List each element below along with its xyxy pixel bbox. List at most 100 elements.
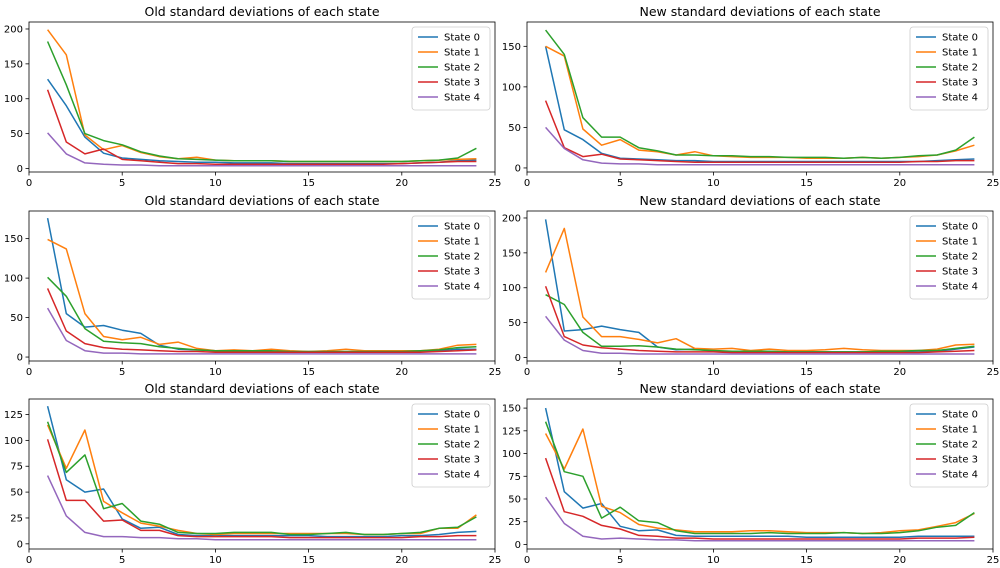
axes-frame xyxy=(526,398,994,550)
series-line-state-2 xyxy=(47,276,477,353)
x-tick-label: 0 xyxy=(524,367,530,378)
legend-box xyxy=(909,403,989,488)
legend-label-state-4: State 4 xyxy=(444,470,480,481)
y-tick-label: 200 xyxy=(502,213,521,224)
y-tick-label: 100 xyxy=(502,82,521,93)
y-tick-label: 100 xyxy=(4,274,23,285)
y-tick-label: 100 xyxy=(4,94,23,105)
series-line-state-3 xyxy=(544,100,975,164)
x-tick-label: 0 xyxy=(524,555,530,566)
y-tick-label: 0 xyxy=(515,540,521,551)
x-tick-label: 0 xyxy=(524,178,530,189)
x-tick-label: 10 xyxy=(209,555,222,566)
legend: State 0 State 1 State 2 State 3 State 4 xyxy=(909,403,989,488)
series-line-state-4 xyxy=(46,475,477,541)
x-tick-label: 20 xyxy=(893,555,906,566)
axes-frame xyxy=(28,21,496,173)
x-tick-label: 0 xyxy=(26,178,32,189)
chart-panel-0: Old standard deviations of each state 0 5 1… xyxy=(4,4,501,189)
y-tick-label: 150 xyxy=(4,234,23,245)
y-tick-label: 50 xyxy=(10,129,23,140)
y-tick-label: 50 xyxy=(10,488,23,499)
x-tick-label: 5 xyxy=(617,367,623,378)
legend-box xyxy=(411,26,491,111)
x-tick-label: 0 xyxy=(26,367,32,378)
x-tick-label: 15 xyxy=(302,367,315,378)
legend-label-state-1: State 1 xyxy=(942,237,978,248)
legend-label-state-2: State 2 xyxy=(444,440,480,451)
x-tick-label: 20 xyxy=(395,178,408,189)
chart-title: Old standard deviations of each state xyxy=(144,4,379,19)
y-tick-label: 75 xyxy=(508,472,521,483)
y-tick-label: 125 xyxy=(502,426,521,437)
series-line-state-0 xyxy=(544,407,975,538)
series-line-state-4 xyxy=(545,315,975,355)
legend-box xyxy=(909,26,989,111)
legend-box xyxy=(909,215,989,300)
legend-label-state-2: State 2 xyxy=(942,440,978,451)
x-tick-label: 25 xyxy=(489,178,502,189)
legend-label-state-4: State 4 xyxy=(942,470,978,481)
chart-panel-2: Old standard deviations of each state 0 5 1… xyxy=(4,193,501,378)
x-tick-label: 15 xyxy=(302,178,315,189)
legend-label-state-1: State 1 xyxy=(942,425,978,436)
legend: State 0 State 1 State 2 State 3 State 4 xyxy=(411,215,491,300)
series-line-state-2 xyxy=(46,421,477,536)
legend-label-state-4: State 4 xyxy=(444,282,480,293)
y-tick-label: 50 xyxy=(508,123,521,134)
x-tick-label: 5 xyxy=(119,178,125,189)
series-line-state-4 xyxy=(545,126,975,166)
y-tick-label: 150 xyxy=(502,404,521,415)
x-tick-label: 10 xyxy=(707,555,720,566)
series-line-state-4 xyxy=(544,496,975,542)
chart-title: New standard deviations of each state xyxy=(639,4,880,19)
y-tick-label: 50 xyxy=(10,313,23,324)
legend-label-state-1: State 1 xyxy=(444,425,480,436)
series-line-state-4 xyxy=(47,132,477,167)
x-tick-label: 20 xyxy=(395,367,408,378)
y-tick-label: 0 xyxy=(17,539,23,550)
legend-label-state-2: State 2 xyxy=(444,63,480,74)
y-tick-label: 100 xyxy=(502,449,521,460)
legend-label-state-4: State 4 xyxy=(942,282,978,293)
legend-label-state-3: State 3 xyxy=(942,455,978,466)
x-tick-label: 20 xyxy=(395,555,408,566)
series-line-state-2 xyxy=(544,421,975,535)
legend-box xyxy=(411,403,491,488)
y-tick-label: 25 xyxy=(10,513,23,524)
x-tick-label: 20 xyxy=(893,178,906,189)
legend-label-state-4: State 4 xyxy=(444,93,480,104)
axes-frame xyxy=(526,210,994,362)
x-tick-label: 5 xyxy=(119,367,125,378)
x-tick-label: 25 xyxy=(489,555,502,566)
legend-label-state-0: State 0 xyxy=(942,222,978,233)
x-tick-label: 5 xyxy=(617,178,623,189)
x-tick-label: 20 xyxy=(893,367,906,378)
y-tick-label: 200 xyxy=(4,24,23,35)
x-tick-label: 15 xyxy=(302,555,315,566)
y-tick-label: 0 xyxy=(17,353,23,364)
series-line-state-3 xyxy=(544,286,975,354)
legend-label-state-0: State 0 xyxy=(444,33,480,44)
series-line-state-3 xyxy=(544,457,975,540)
chart-title: New standard deviations of each state xyxy=(639,381,880,396)
y-tick-label: 0 xyxy=(515,163,521,174)
y-tick-label: 100 xyxy=(502,283,521,294)
series-line-state-4 xyxy=(46,307,477,355)
chart-panel-1: New standard deviations of each state 0 5 1… xyxy=(502,4,999,189)
y-tick-label: 150 xyxy=(4,59,23,70)
legend-label-state-0: State 0 xyxy=(444,410,480,421)
x-tick-label: 15 xyxy=(800,367,813,378)
y-tick-label: 25 xyxy=(508,517,521,528)
series-line-state-2 xyxy=(545,29,975,159)
legend: State 0 State 1 State 2 State 3 State 4 xyxy=(411,26,491,111)
x-tick-label: 10 xyxy=(707,178,720,189)
legend-label-state-3: State 3 xyxy=(942,267,978,278)
x-tick-label: 25 xyxy=(987,367,1000,378)
legend-label-state-3: State 3 xyxy=(444,78,480,89)
y-tick-label: 150 xyxy=(502,248,521,259)
series-line-state-0 xyxy=(46,406,477,538)
legend: State 0 State 1 State 2 State 3 State 4 xyxy=(411,403,491,488)
x-tick-label: 10 xyxy=(209,367,222,378)
y-tick-label: 0 xyxy=(515,353,521,364)
